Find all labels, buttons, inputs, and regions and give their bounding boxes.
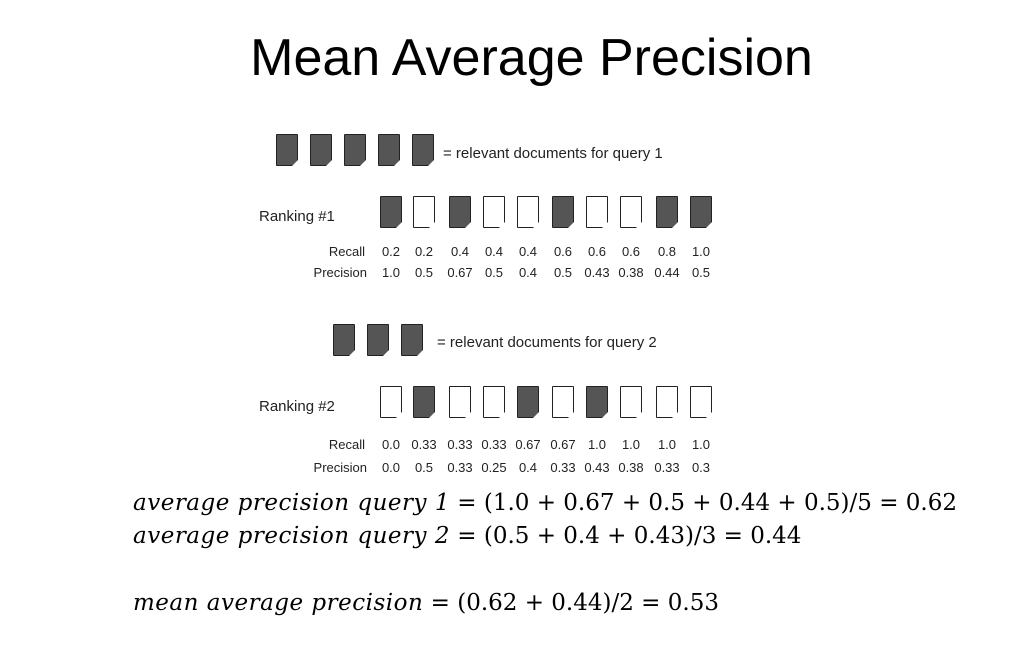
slide-title: Mean Average Precision: [250, 29, 813, 87]
recall-value: 0.6: [553, 244, 573, 259]
ranking2-precision-label: Precision: [313, 460, 367, 475]
precision-value: 0.25: [481, 460, 507, 475]
recall-value: 0.2: [414, 244, 434, 259]
recall-value: 0.33: [447, 437, 473, 452]
ranking1-precision-label: Precision: [313, 265, 367, 280]
query1-legend-text: = relevant documents for query 1: [443, 145, 663, 162]
recall-value: 0.8: [657, 244, 677, 259]
relevant-doc-icon: [413, 386, 436, 419]
relevant-doc-icon: [380, 196, 403, 229]
formula-ap-query1-rhs: = (1.0 + 0.67 + 0.5 + 0.44 + 0.5)/5 = 0.…: [457, 490, 958, 516]
ranking1-recall-label: Recall: [328, 244, 365, 259]
nonrelevant-doc-icon: [656, 386, 679, 419]
recall-value: 0.0: [381, 437, 401, 452]
precision-value: 0.67: [447, 265, 473, 280]
recall-value: 0.6: [621, 244, 641, 259]
relevant-doc-icon: [586, 386, 609, 419]
relevant-doc-icon: [367, 324, 390, 357]
precision-value: 0.3: [691, 460, 711, 475]
recall-value: 0.6: [587, 244, 607, 259]
relevant-doc-icon: [378, 134, 401, 167]
recall-value: 0.33: [411, 437, 437, 452]
precision-value: 0.38: [618, 265, 644, 280]
precision-value: 0.33: [654, 460, 680, 475]
recall-value: 0.67: [515, 437, 541, 452]
precision-value: 0.5: [553, 265, 573, 280]
precision-value: 0.5: [414, 460, 434, 475]
nonrelevant-doc-icon: [483, 386, 506, 419]
nonrelevant-doc-icon: [620, 196, 643, 229]
relevant-doc-icon: [690, 196, 713, 229]
relevant-doc-icon: [656, 196, 679, 229]
precision-value: 1.0: [381, 265, 401, 280]
formula-ap-query2-rhs: = (0.5 + 0.4 + 0.43)/3 = 0.44: [457, 523, 802, 549]
relevant-doc-icon: [449, 196, 472, 229]
relevant-doc-icon: [310, 134, 333, 167]
formula-ap-query2-lhs: average precision query 2: [133, 523, 450, 549]
formula-map-rhs: = (0.62 + 0.44)/2 = 0.53: [430, 590, 719, 616]
nonrelevant-doc-icon: [413, 196, 436, 229]
precision-value: 0.44: [654, 265, 680, 280]
recall-value: 0.67: [550, 437, 576, 452]
recall-value: 0.2: [381, 244, 401, 259]
recall-value: 0.4: [450, 244, 470, 259]
precision-value: 0.4: [518, 460, 538, 475]
query2-legend-text: = relevant documents for query 2: [437, 334, 657, 351]
recall-value: 0.4: [484, 244, 504, 259]
precision-value: 0.5: [414, 265, 434, 280]
recall-value: 1.0: [621, 437, 641, 452]
recall-value: 0.33: [481, 437, 507, 452]
relevant-doc-icon: [333, 324, 356, 357]
precision-value: 0.33: [550, 460, 576, 475]
formula-map: mean average precision = (0.62 + 0.44)/2…: [133, 590, 719, 616]
nonrelevant-doc-icon: [690, 386, 713, 419]
precision-value: 0.43: [584, 265, 610, 280]
nonrelevant-doc-icon: [449, 386, 472, 419]
precision-value: 0.43: [584, 460, 610, 475]
formula-ap-query1: average precision query 1 = (1.0 + 0.67 …: [133, 490, 957, 516]
recall-value: 1.0: [691, 437, 711, 452]
relevant-doc-icon: [401, 324, 424, 357]
nonrelevant-doc-icon: [517, 196, 540, 229]
formula-ap-query2: average precision query 2 = (0.5 + 0.4 +…: [133, 523, 801, 549]
recall-value: 1.0: [657, 437, 677, 452]
relevant-doc-icon: [517, 386, 540, 419]
precision-value: 0.38: [618, 460, 644, 475]
recall-value: 1.0: [587, 437, 607, 452]
recall-value: 1.0: [691, 244, 711, 259]
precision-value: 0.0: [381, 460, 401, 475]
precision-value: 0.4: [518, 265, 538, 280]
nonrelevant-doc-icon: [620, 386, 643, 419]
ranking2-label: Ranking #2: [259, 398, 335, 415]
ranking2-recall-label: Recall: [328, 437, 365, 452]
nonrelevant-doc-icon: [586, 196, 609, 229]
nonrelevant-doc-icon: [552, 386, 575, 419]
precision-value: 0.5: [484, 265, 504, 280]
precision-value: 0.5: [691, 265, 711, 280]
precision-value: 0.33: [447, 460, 473, 475]
nonrelevant-doc-icon: [380, 386, 403, 419]
relevant-doc-icon: [344, 134, 367, 167]
formula-ap-query1-lhs: average precision query 1: [133, 490, 450, 516]
relevant-doc-icon: [412, 134, 435, 167]
formula-map-lhs: mean average precision: [133, 590, 424, 616]
nonrelevant-doc-icon: [483, 196, 506, 229]
recall-value: 0.4: [518, 244, 538, 259]
relevant-doc-icon: [276, 134, 299, 167]
relevant-doc-icon: [552, 196, 575, 229]
ranking1-label: Ranking #1: [259, 208, 335, 225]
